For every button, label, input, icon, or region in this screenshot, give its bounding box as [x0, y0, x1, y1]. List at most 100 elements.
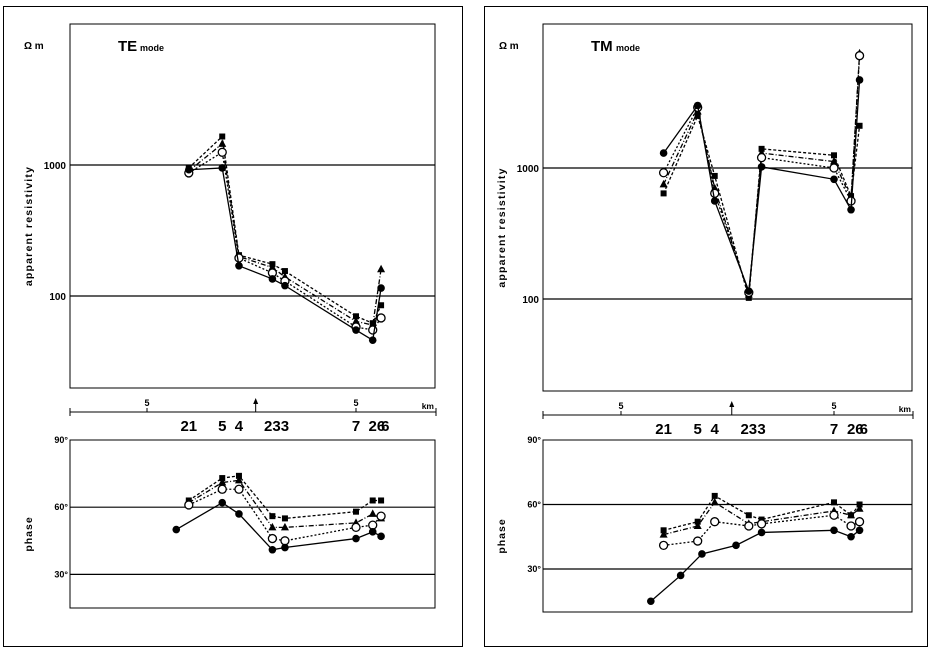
unit-label: Ω m	[24, 41, 44, 52]
phase-point-circle-filled	[847, 532, 855, 541]
resistivity-series-circle-open	[658, 51, 865, 298]
resistivity-point-circle-open	[658, 168, 669, 178]
station-label: 5	[694, 421, 702, 438]
phase-point-circle-open	[280, 536, 290, 546]
te-mode-chart: TE mode Ω m 1000 100 apparent resistivity 90° 6…	[23, 23, 437, 609]
station-label: 3	[757, 421, 765, 438]
resistivity-point-circle-filled	[745, 287, 753, 295]
tm-mode-panel: TM mode Ω m 1000 100 apparent resistivity 90° 6…	[484, 6, 928, 647]
resistivity-line-circle-filled	[663, 79, 861, 292]
resistivity-plot-frame	[542, 23, 913, 392]
phase-point-circle-filled	[732, 541, 740, 550]
te-mode-panel: TE mode Ω m 1000 100 apparent resistivity 90° 6…	[3, 6, 463, 647]
resistivity-tick-label: 1000	[44, 161, 67, 172]
distance-tick-label: 5	[618, 401, 623, 411]
resistivity-line-triangle	[663, 53, 861, 295]
resistivity-line-square	[663, 113, 861, 299]
phase-point-circle-open	[744, 521, 754, 531]
phase-point-circle-filled	[676, 571, 685, 580]
phase-axis-label: phase	[23, 516, 35, 551]
phase-line-square	[188, 475, 382, 520]
resistivity-point-circle-filled	[235, 262, 243, 270]
phase-point-square	[269, 513, 276, 520]
resistivity-point-circle-open	[854, 51, 865, 61]
unit-label: Ω m	[499, 41, 519, 52]
reference-arrow-head	[729, 401, 735, 407]
phase-point-circle-filled	[368, 528, 377, 536]
phase-point-circle-filled	[268, 545, 277, 554]
phase-series-square	[185, 472, 385, 522]
station-label: 21	[180, 418, 197, 435]
phase-point-square	[353, 508, 359, 515]
resistivity-point-square	[694, 112, 701, 119]
resistivity-point-circle-filled	[281, 281, 289, 290]
chart-title: TM	[591, 38, 613, 55]
resistivity-point-circle-open	[710, 188, 720, 199]
phase-tick-label: 60°	[527, 500, 541, 510]
resistivity-point-square	[660, 190, 667, 197]
resistivity-point-triangle	[830, 157, 838, 165]
station-label: 23	[264, 418, 281, 435]
phase-point-circle-filled	[172, 525, 181, 534]
resistivity-point-triangle	[268, 263, 277, 271]
phase-point-triangle	[368, 509, 377, 517]
phase-series-circle-open	[184, 484, 386, 546]
phase-point-circle-open	[693, 536, 703, 546]
station-label: 4	[711, 421, 720, 438]
resistivity-point-triangle	[352, 316, 360, 325]
phase-point-circle-filled	[647, 597, 655, 606]
phase-point-circle-filled	[281, 543, 289, 552]
resistivity-point-circle-filled	[218, 164, 227, 172]
resistivity-point-square	[745, 294, 752, 301]
resistivity-point-square	[281, 268, 288, 275]
phase-point-triangle	[855, 504, 864, 512]
resistivity-point-triangle	[218, 139, 227, 147]
phase-point-square	[369, 497, 376, 504]
chart-title-suffix: mode	[140, 43, 164, 53]
resistivity-point-square	[378, 302, 385, 309]
station-label: 26	[847, 421, 864, 438]
phase-point-circle-open	[658, 540, 669, 550]
phase-series-circle-filled	[647, 526, 864, 606]
phase-point-triangle	[218, 478, 227, 486]
resistivity-point-circle-filled	[710, 197, 719, 205]
phase-point-triangle	[710, 497, 719, 506]
station-label: 26	[369, 418, 386, 435]
phase-point-triangle	[847, 510, 856, 519]
station-label: 6	[381, 418, 389, 435]
resistivity-axis-label: apparent resistivity	[496, 167, 508, 287]
phase-tick-label: 90°	[527, 435, 541, 445]
phase-point-circle-filled	[218, 498, 227, 507]
phase-point-circle-open	[854, 517, 865, 527]
phase-point-circle-open	[267, 533, 278, 544]
phase-line-circle-filled	[650, 529, 860, 602]
phase-point-circle-filled	[698, 550, 706, 558]
tm-mode-chart: TM mode Ω m 1000 100 apparent resistivity 90° 6…	[496, 23, 914, 613]
phase-point-circle-open	[376, 511, 386, 521]
phase-plot-frame	[542, 439, 913, 613]
phase-point-square	[831, 499, 837, 506]
resistivity-point-circle-filled	[352, 326, 360, 334]
resistivity-point-circle-filled	[757, 163, 766, 171]
phase-line-triangle	[663, 501, 860, 536]
phase-axis-label: phase	[496, 518, 508, 553]
phase-line-circle-open	[188, 488, 382, 542]
phase-point-circle-filled	[235, 510, 243, 518]
resistivity-point-circle-open	[234, 253, 244, 263]
phase-point-square	[281, 515, 288, 522]
resistivity-series-circle-filled	[659, 76, 864, 295]
resistivity-point-circle-filled	[847, 205, 855, 214]
phase-point-triangle	[693, 521, 702, 529]
phase-tick-label: 30°	[54, 569, 68, 579]
phase-point-circle-open	[756, 519, 767, 529]
phase-point-triangle	[659, 530, 668, 538]
phase-point-circle-open	[351, 522, 361, 533]
resistivity-point-circle-filled	[693, 101, 702, 110]
phase-point-square	[378, 497, 385, 504]
resistivity-line-square	[188, 135, 382, 325]
resistivity-point-circle-open	[217, 147, 227, 157]
resistivity-point-circle-filled	[830, 175, 838, 184]
phase-point-triangle	[280, 522, 289, 531]
phase-point-square	[711, 492, 718, 499]
resistivity-tick-label: 1000	[517, 164, 540, 175]
